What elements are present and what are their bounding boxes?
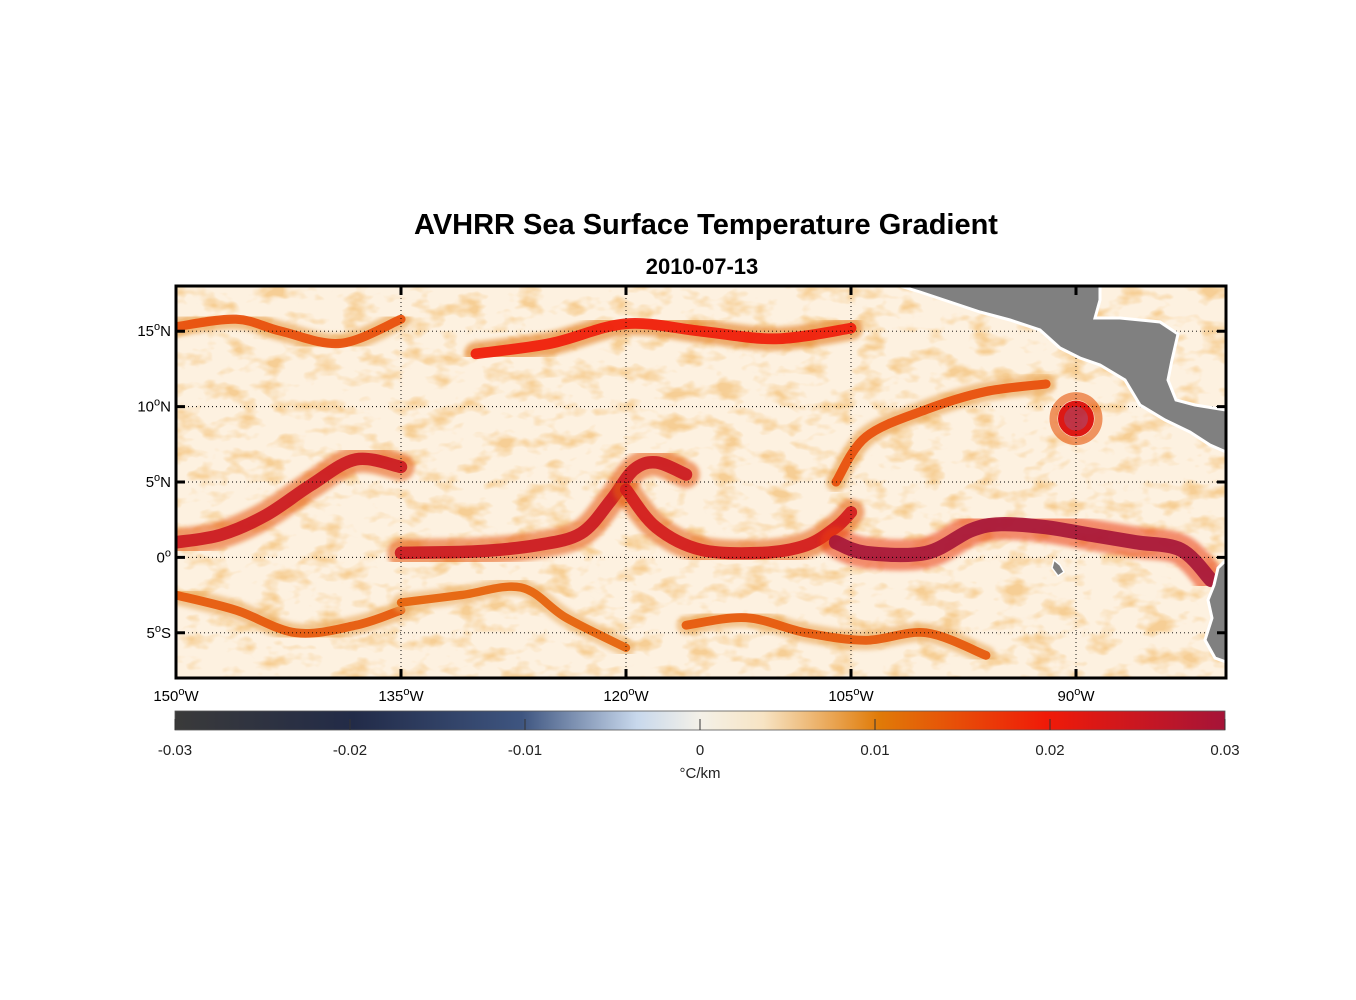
north-front-15n bbox=[470, 317, 857, 360]
equatorial-front-main bbox=[394, 455, 693, 560]
colorbar-tick-label: -0.03 bbox=[158, 742, 192, 759]
cold-tongue-front bbox=[828, 517, 1219, 588]
colorbar-tick-label: 0.01 bbox=[860, 742, 889, 759]
front-layer bbox=[176, 309, 1226, 666]
lon-tick-label: 90oW bbox=[1058, 686, 1096, 705]
chart-subtitle: 2010-07-13 bbox=[646, 254, 759, 279]
lat-tick-label: 5oN bbox=[146, 472, 171, 491]
south-america-land bbox=[1203, 557, 1226, 664]
colorbar: -0.03 -0.02 -0.01 0 0.01 0.02 0.03 °C/km bbox=[158, 710, 1240, 782]
graticule bbox=[176, 286, 1226, 678]
colorbar-tick-label: 0 bbox=[696, 742, 704, 759]
chart-title: AVHRR Sea Surface Temperature Gradient bbox=[414, 209, 998, 241]
lon-tick-label: 150oW bbox=[153, 686, 199, 705]
lon-tick-label: 135oW bbox=[378, 686, 424, 705]
south-front-west bbox=[176, 590, 406, 638]
equatorial-front bbox=[176, 452, 408, 549]
lat-tick-label: 10oN bbox=[137, 397, 171, 416]
lon-tick-label: 120oW bbox=[603, 686, 649, 705]
south-front-east bbox=[681, 613, 991, 660]
lat-tick-label: 5oS bbox=[147, 623, 171, 642]
eddy-papagayo-halo bbox=[1049, 392, 1103, 446]
axis-ticks bbox=[174, 286, 1226, 678]
colorbar-tick-label: 0.03 bbox=[1210, 742, 1239, 759]
colorbar-ticks: -0.03 -0.02 -0.01 0 0.01 0.02 0.03 bbox=[158, 719, 1240, 759]
longitude-labels: 150oW 135oW 120oW 105oW 90oW bbox=[153, 686, 1095, 705]
lat-tick-label: 0o bbox=[157, 547, 171, 566]
central-america-land bbox=[899, 286, 1226, 454]
latitude-labels: 15oN 10oN 5oN 0o 5oS bbox=[137, 321, 171, 642]
lon-tick-label: 105oW bbox=[828, 686, 874, 705]
south-front-mid bbox=[396, 582, 631, 652]
front-8n bbox=[831, 379, 1051, 487]
lat-tick-label: 15oN bbox=[137, 321, 171, 340]
map-panel: 150oW 135oW 120oW 105oW 90oW 15oN 10oN 5oN 0o 5o… bbox=[137, 284, 1228, 705]
north-front-15n-west bbox=[176, 314, 406, 349]
land-layer bbox=[899, 286, 1226, 664]
colorbar-tick-label: -0.01 bbox=[508, 742, 542, 759]
galapagos-land bbox=[1051, 558, 1065, 578]
colorbar-label: °C/km bbox=[680, 765, 721, 782]
colorbar-tick-label: -0.02 bbox=[333, 742, 367, 759]
colorbar-tick-label: 0.02 bbox=[1035, 742, 1064, 759]
